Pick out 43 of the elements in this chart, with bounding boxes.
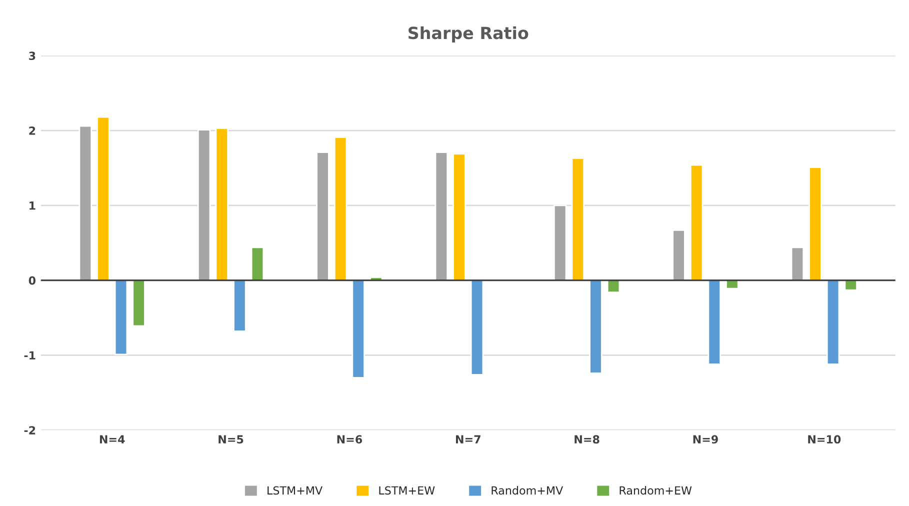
bar (215, 128, 229, 282)
bar (197, 129, 211, 282)
bar (589, 280, 602, 374)
bar (808, 166, 822, 282)
bar (334, 136, 348, 282)
bar (352, 280, 365, 378)
x-tick-label: N=7 (456, 435, 480, 444)
bar (452, 153, 466, 282)
y-tick-label: -2 (24, 426, 36, 434)
x-tick-label: N=5 (218, 435, 244, 444)
x-tick-label: N=9 (693, 435, 718, 444)
bar (470, 280, 484, 376)
bar (434, 152, 448, 282)
legend-label: Random+MV (492, 486, 564, 495)
bar (250, 246, 264, 282)
chart-title: Sharpe Ratio (408, 26, 528, 42)
bar (96, 116, 110, 282)
bar (233, 280, 246, 332)
bar (672, 229, 686, 282)
x-tick-label: N=6 (337, 435, 362, 444)
bar (726, 280, 739, 290)
bar (132, 280, 146, 327)
y-tick-label: 2 (29, 126, 36, 135)
bar (690, 164, 704, 282)
bar (790, 246, 804, 282)
bar (78, 125, 92, 282)
x-tick-label: N=4 (100, 435, 125, 444)
bar (553, 204, 567, 282)
bar (826, 280, 840, 365)
y-tick-label: 3 (29, 52, 36, 60)
bar (708, 280, 722, 365)
x-tick-label: N=10 (808, 435, 841, 444)
x-tick-label: N=8 (574, 435, 600, 444)
y-tick-label: 1 (30, 202, 36, 210)
legend-label: Random+EW (620, 486, 692, 495)
y-tick-label: -1 (24, 351, 36, 360)
legend-label: LSTM+EW (379, 486, 435, 495)
legend-label: LSTM+MV (268, 486, 323, 495)
bar (114, 280, 128, 356)
bar (571, 158, 585, 282)
bar (844, 280, 858, 291)
bar (316, 152, 330, 282)
y-tick-label: 0 (28, 276, 36, 285)
